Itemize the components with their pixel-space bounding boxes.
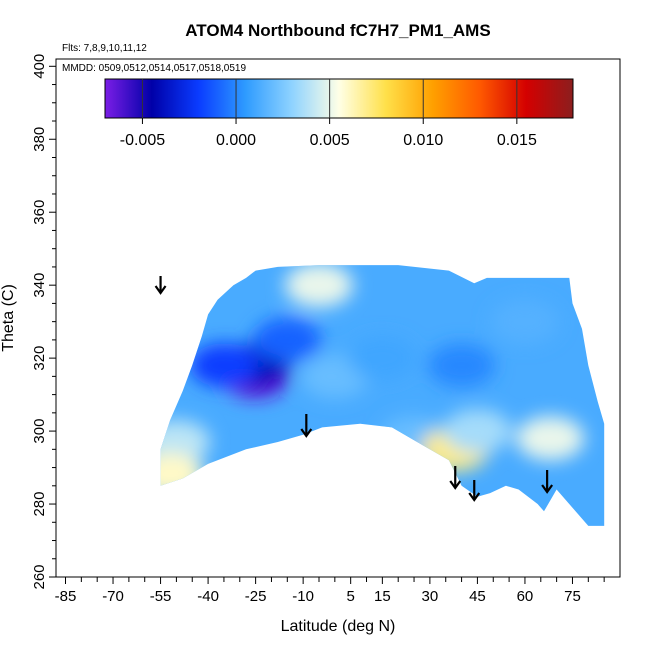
- colorbar-tick-label: 0.010: [403, 132, 443, 149]
- x-tick-label: -25: [245, 588, 267, 605]
- x-tick-label: -70: [102, 588, 124, 605]
- x-tick-label: 45: [469, 588, 486, 605]
- colorbar-gradient: [104, 78, 574, 119]
- y-tick-label: 380: [31, 127, 48, 152]
- colorbar-tick-label: 0.000: [216, 132, 256, 149]
- field-background: [160, 265, 605, 526]
- field-region: [516, 416, 585, 461]
- field-region: [160, 420, 211, 465]
- y-tick-label: 400: [31, 54, 48, 79]
- colorbar-tick-label: 0.015: [497, 132, 537, 149]
- y-tick-label: 340: [31, 273, 48, 298]
- field-region: [160, 452, 205, 497]
- plot-frame: [55, 58, 621, 578]
- y-axis: 260 280 300 320 340 360 380 400: [31, 54, 56, 590]
- dates-note: MMDD: 0509,0512,0514,0517,0518,0519: [62, 63, 246, 74]
- colorbar-tick-label: -0.005: [120, 132, 165, 149]
- flight-arrow: [449, 466, 462, 490]
- y-tick-label: 280: [31, 492, 48, 517]
- flight-arrow: [468, 480, 481, 502]
- colorbar: -0.005 0.000 0.005 0.010 0.015: [104, 78, 574, 149]
- field-region: [490, 299, 559, 344]
- field-region: [348, 336, 417, 381]
- x-axis-label: Latitude (deg N): [281, 618, 396, 635]
- x-tick-label: 75: [564, 588, 581, 605]
- flights-note: Flts: 7,8,9,10,11,12: [62, 43, 147, 54]
- field-region: [189, 343, 258, 388]
- flight-arrow: [300, 414, 313, 438]
- chart-title: ATOM4 Northbound fC7H7_PM1_AMS: [185, 21, 490, 40]
- y-tick-label: 320: [31, 346, 48, 371]
- flight-arrow: [154, 276, 167, 295]
- x-tick-label: -40: [197, 588, 219, 605]
- flight-arrow: [541, 470, 554, 494]
- field-region: [427, 343, 496, 388]
- y-axis-label: Theta (C): [0, 284, 17, 352]
- colorbar-tick-label: 0.005: [310, 132, 350, 149]
- y-tick-label: 300: [31, 419, 48, 444]
- x-tick-label: 5: [347, 588, 355, 605]
- x-tick-label: -85: [55, 588, 77, 605]
- field-region: [443, 409, 512, 454]
- x-axis: -85 -70 -55 -40 -25 -10 5 15 30 45 60 75: [55, 577, 605, 605]
- x-tick-label: 15: [374, 588, 391, 605]
- x-tick-label: -10: [292, 588, 314, 605]
- x-tick-label: -55: [150, 588, 172, 605]
- y-tick-label: 360: [31, 200, 48, 225]
- field-region: [253, 317, 322, 362]
- field-region: [284, 265, 353, 308]
- x-tick-label: 30: [422, 588, 439, 605]
- heatmap-field: [160, 265, 605, 526]
- x-tick-label: 60: [517, 588, 534, 605]
- y-tick-label: 260: [31, 564, 48, 589]
